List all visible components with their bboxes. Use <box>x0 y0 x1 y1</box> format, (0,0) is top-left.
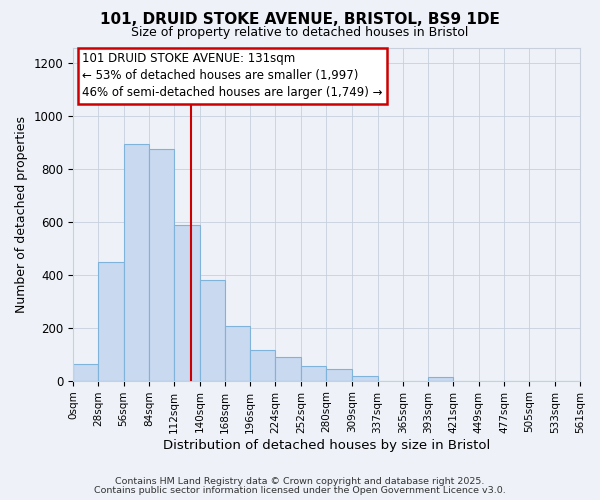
Text: Size of property relative to detached houses in Bristol: Size of property relative to detached ho… <box>131 26 469 39</box>
Bar <box>352 376 377 380</box>
Text: 101, DRUID STOKE AVENUE, BRISTOL, BS9 1DE: 101, DRUID STOKE AVENUE, BRISTOL, BS9 1D… <box>100 12 500 28</box>
Text: Contains HM Land Registry data © Crown copyright and database right 2025.: Contains HM Land Registry data © Crown c… <box>115 477 485 486</box>
Bar <box>174 224 200 380</box>
Bar <box>428 376 454 380</box>
Bar <box>275 357 301 380</box>
Bar <box>250 350 275 380</box>
Bar <box>98 262 124 380</box>
Bar <box>301 366 326 380</box>
X-axis label: Distribution of detached houses by size in Bristol: Distribution of detached houses by size … <box>163 440 490 452</box>
Bar <box>149 150 174 380</box>
Y-axis label: Number of detached properties: Number of detached properties <box>15 116 28 312</box>
Bar <box>73 364 98 380</box>
Text: Contains public sector information licensed under the Open Government Licence v3: Contains public sector information licen… <box>94 486 506 495</box>
Bar <box>326 369 352 380</box>
Bar <box>124 144 149 380</box>
Bar <box>200 280 225 380</box>
Bar <box>225 326 250 380</box>
Text: 101 DRUID STOKE AVENUE: 131sqm
← 53% of detached houses are smaller (1,997)
46% : 101 DRUID STOKE AVENUE: 131sqm ← 53% of … <box>82 52 383 100</box>
